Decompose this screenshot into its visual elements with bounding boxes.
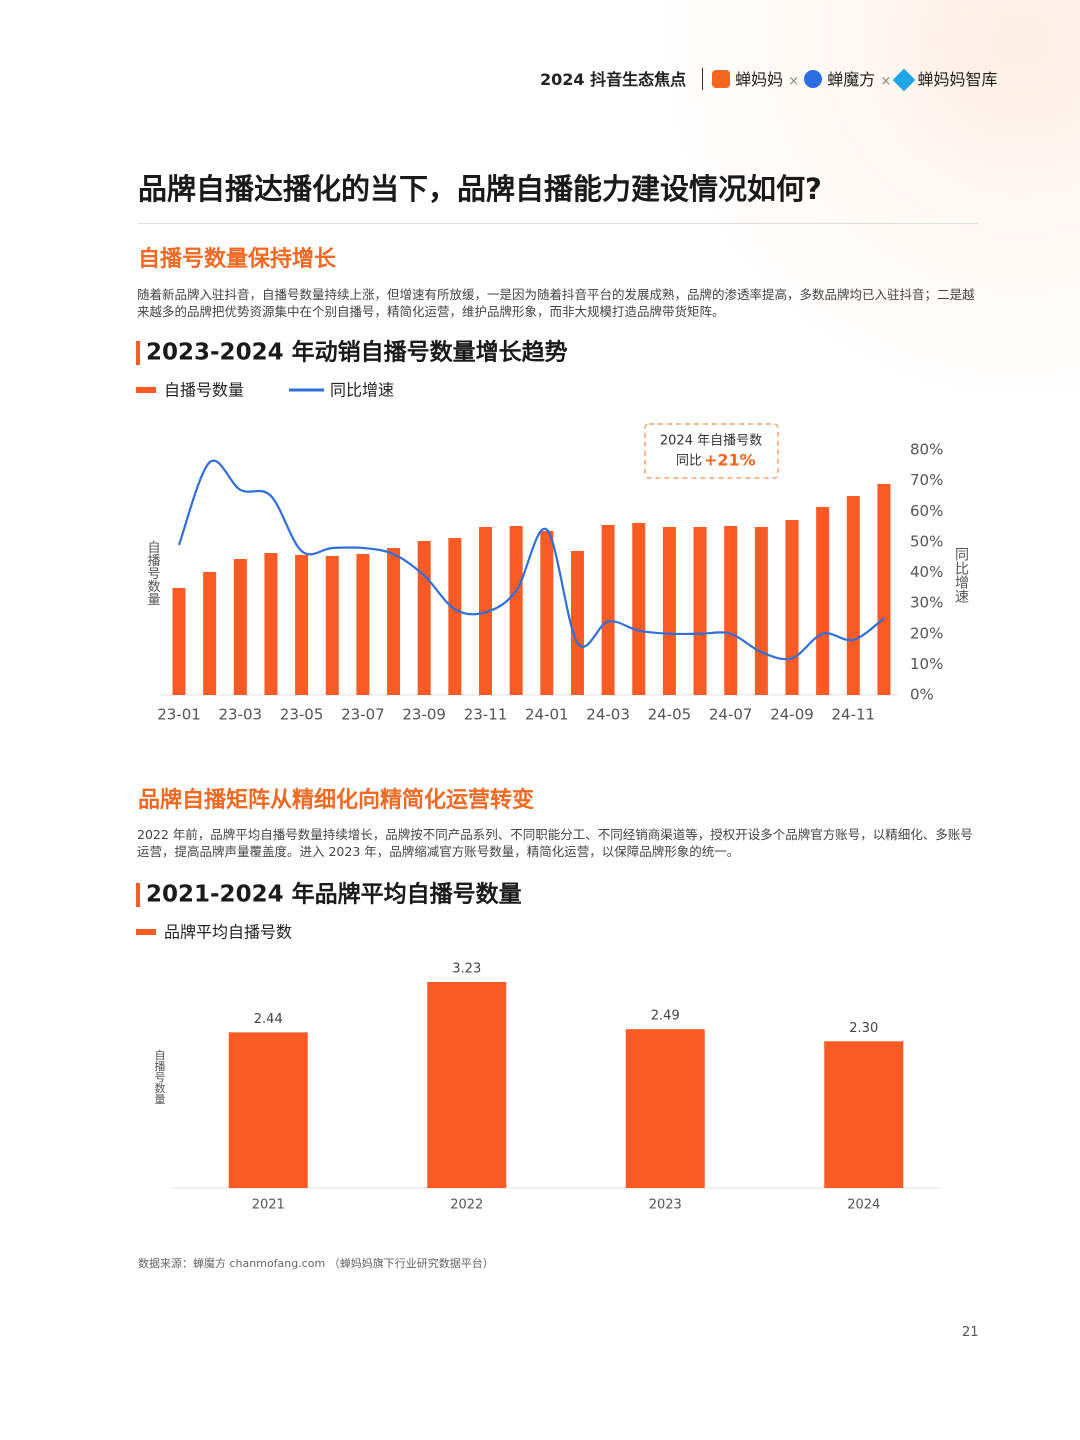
- section-text: 2022 年前，品牌平均自播号数量持续增长，品牌按不同产品系列、不同职能分工、不…: [137, 827, 973, 859]
- y2-tick-label: 50%: [910, 532, 943, 550]
- annotation: 2024 年自播号数: [660, 434, 762, 449]
- bar: [816, 507, 830, 695]
- legend-swatch: [136, 387, 156, 393]
- bar: [356, 554, 370, 695]
- x-tick-label: 24-09: [770, 706, 814, 724]
- x-tick-label: 2022: [450, 1198, 483, 1213]
- bar: [785, 520, 799, 695]
- y2-tick-label: 40%: [910, 563, 943, 581]
- x-tick-label: 24-03: [586, 706, 630, 724]
- bar: [325, 556, 339, 695]
- brand-logos: 蝉妈妈 × 蝉魔方 × 蝉妈妈智库: [712, 66, 998, 92]
- x-tick-label: 2024: [847, 1198, 880, 1213]
- brand: 蝉魔方: [827, 70, 876, 89]
- y2-tick-label: 60%: [910, 502, 943, 520]
- x-tick-label: 23-01: [157, 706, 201, 724]
- bar: [625, 1029, 705, 1188]
- divider: [138, 223, 978, 224]
- brand: 蝉妈妈: [735, 70, 784, 89]
- title-marker: [136, 883, 140, 907]
- chart-title: 2021-2024 年品牌平均自播号数量: [146, 881, 522, 908]
- x-tick-label: 24-11: [832, 706, 876, 724]
- bar: [295, 555, 309, 695]
- annotation-box: [644, 423, 779, 479]
- brand: 蝉妈妈智库: [917, 70, 998, 89]
- y2-tick-label: 20%: [910, 624, 943, 642]
- bar: [228, 1032, 308, 1188]
- x-tick-label: 23-11: [464, 706, 508, 724]
- bar: [509, 526, 523, 695]
- section-heading: 品牌自播矩阵从精细化向精简化运营转变: [138, 788, 535, 813]
- value-label: 3.23: [452, 961, 481, 976]
- y2-tick-label: 70%: [910, 471, 943, 489]
- y2-tick-label: 80%: [910, 441, 943, 459]
- section-heading: 自播号数量保持增长: [138, 247, 337, 272]
- joiner: ×: [880, 74, 892, 89]
- bar: [724, 526, 738, 695]
- annotation: 同比: [676, 454, 702, 469]
- bar: [877, 484, 891, 695]
- legend-swatch: [136, 929, 156, 935]
- value-label: 2.30: [849, 1021, 878, 1036]
- bar: [387, 548, 401, 695]
- legend-label: 自播号数量: [164, 381, 244, 400]
- y2-tick-label: 10%: [910, 655, 943, 673]
- x-tick-label: 23-07: [341, 706, 385, 724]
- x-tick-label: 23-05: [280, 706, 324, 724]
- x-tick-label: 24-01: [525, 706, 569, 724]
- value-label: 2.44: [254, 1012, 283, 1027]
- bar: [172, 588, 186, 695]
- bar: [754, 527, 768, 695]
- bar: [540, 531, 554, 695]
- chart-title: 2023-2024 年动销自播号数量增长趋势: [146, 339, 568, 366]
- axis-label: 自播号数量: [145, 541, 161, 606]
- bar: [264, 553, 278, 695]
- legend-label: 同比增速: [330, 381, 394, 400]
- bar: [570, 551, 584, 695]
- logo-icon: [804, 70, 823, 88]
- bar: [479, 527, 492, 695]
- joiner: ×: [788, 74, 800, 89]
- bar: [427, 981, 507, 1188]
- bar: [662, 527, 676, 695]
- section-text: 随着新品牌入驻抖音，自播号数量持续上涨，但增速有所放缓，一是因为随着抖音平台的发…: [137, 287, 975, 319]
- bar: [417, 541, 431, 695]
- x-tick-label: 23-03: [219, 706, 263, 724]
- bar: [824, 1041, 904, 1188]
- bar: [448, 538, 462, 695]
- axis-label: 自播号数量: [153, 1049, 166, 1104]
- bar: [846, 496, 860, 695]
- axis-label: 同比增速: [953, 547, 969, 604]
- data-source: 数据来源：蝉魔方 chanmofang.com （蝉妈妈旗下行业研究数据平台）: [138, 1257, 494, 1270]
- y2-tick-label: 0%: [910, 686, 934, 704]
- report-name: 2024 抖音生态焦点: [540, 70, 687, 89]
- x-tick-label: 2023: [649, 1198, 682, 1213]
- value-label: 2.49: [651, 1009, 680, 1024]
- logo-icon: [712, 70, 730, 88]
- page-number: 21: [962, 1325, 979, 1340]
- x-tick-label: 2021: [252, 1198, 285, 1213]
- bar: [693, 527, 707, 695]
- growth-line: [177, 459, 885, 661]
- x-tick-label: 23-09: [402, 706, 446, 724]
- header-divider: [702, 68, 703, 90]
- y2-tick-label: 30%: [910, 594, 943, 612]
- bar: [233, 559, 247, 695]
- bar: [203, 572, 217, 695]
- legend-label: 品牌平均自播号数: [164, 923, 292, 942]
- x-tick-label: 24-05: [648, 706, 692, 724]
- annotation-highlight: +21%: [704, 451, 756, 470]
- bar: [601, 525, 615, 695]
- page-title: 品牌自播达播化的当下，品牌自播能力建设情况如何?: [138, 172, 822, 206]
- bar: [632, 523, 646, 695]
- x-tick-label: 24-07: [709, 706, 753, 724]
- title-marker: [136, 341, 140, 365]
